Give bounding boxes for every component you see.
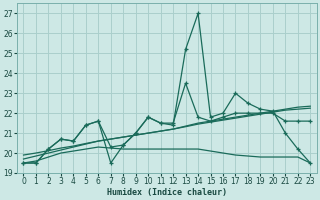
X-axis label: Humidex (Indice chaleur): Humidex (Indice chaleur) (107, 188, 227, 197)
